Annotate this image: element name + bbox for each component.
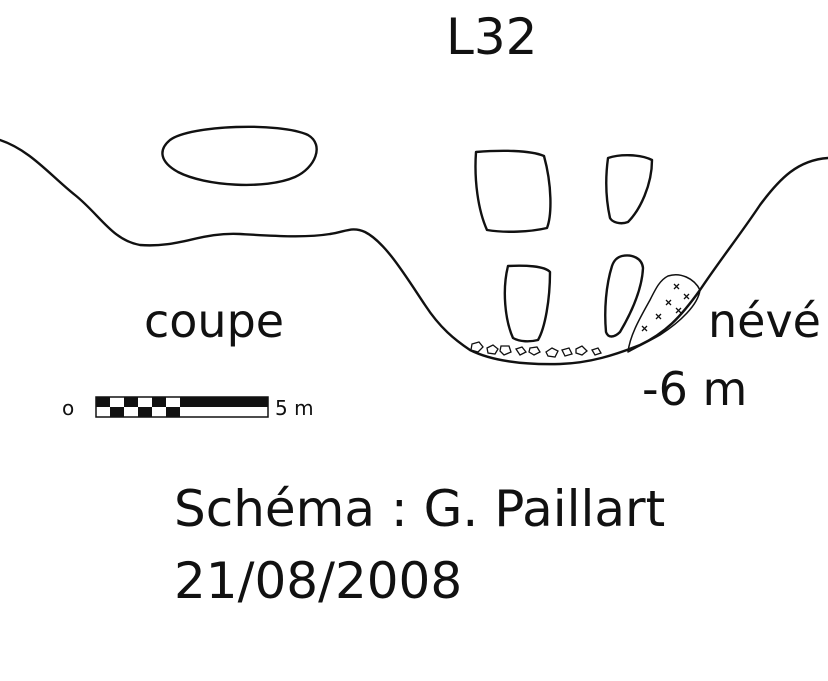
scale-end-label: 5 m — [275, 396, 314, 420]
cave-title: L32 — [446, 8, 538, 66]
boulder-lower-right — [604, 254, 645, 338]
boulder-upper-left — [474, 149, 552, 233]
neve-markings — [641, 283, 690, 332]
snow-label: névé — [708, 294, 821, 348]
section-label: coupe — [144, 294, 285, 348]
scale-start-label: o — [62, 396, 75, 420]
boulder-lower-left — [503, 264, 552, 343]
boulder-upper-right — [605, 154, 654, 225]
survey-date: 21/08/2008 — [174, 552, 463, 610]
neve-patch — [627, 274, 701, 353]
scree-pebbles — [470, 341, 602, 358]
cave-profile-outline — [0, 138, 828, 366]
author-credit: Schéma : G. Paillart — [174, 480, 666, 538]
scale-bar — [95, 396, 269, 418]
boulder-left — [161, 125, 318, 187]
depth-label: -6 m — [642, 362, 748, 416]
